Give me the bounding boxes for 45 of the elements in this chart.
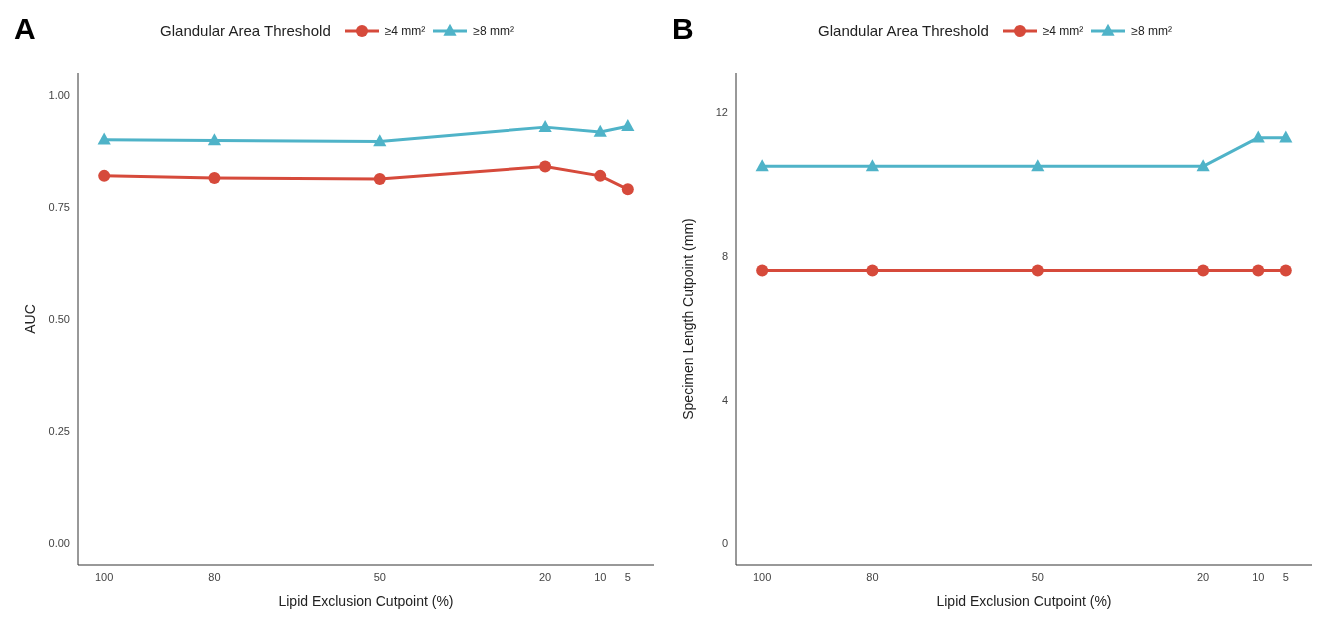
y-tick-label: 0.00	[48, 536, 70, 549]
point	[1031, 264, 1044, 277]
point	[1251, 130, 1265, 143]
y-tick-label: 4	[721, 393, 728, 406]
x-tick-label: 20	[539, 570, 552, 583]
point	[1196, 159, 1210, 172]
legend-title: Glandular Area Threshold	[160, 22, 331, 39]
point	[1279, 264, 1292, 277]
x-tick-label: 50	[1031, 570, 1044, 583]
x-tick-label: 10	[594, 570, 607, 583]
y-tick-label: 0.50	[48, 312, 70, 325]
chart-title: B	[672, 12, 694, 46]
legend-title: Glandular Area Threshold	[818, 22, 989, 39]
y-tick-label: 12	[715, 106, 728, 119]
x-tick-label: 100	[95, 570, 114, 583]
point	[1252, 264, 1265, 277]
y-tick-label: 0.75	[48, 201, 70, 214]
x-tick-label: 100	[753, 570, 772, 583]
y-tick-label: 0	[721, 537, 728, 550]
y-axis-title: AUC	[21, 304, 38, 334]
point	[1197, 264, 1210, 277]
x-tick-label: 5	[624, 570, 631, 583]
chart-title: A	[14, 12, 36, 46]
y-tick-label: 8	[721, 250, 728, 263]
point	[866, 264, 879, 277]
legend-label: ≥8 mm²	[473, 23, 514, 38]
y-tick-label: 0.25	[48, 424, 70, 437]
point	[1279, 130, 1293, 143]
x-tick-label: 80	[208, 570, 221, 583]
x-tick-label: 50	[373, 570, 386, 583]
x-tick-label: 10	[1252, 570, 1265, 583]
x-axis-title: Lipid Exclusion Cutpoint (%)	[278, 593, 454, 609]
legend-label: ≥4 mm²	[384, 23, 426, 38]
y-tick-label: 1.00	[48, 89, 70, 102]
legend-label: ≥4 mm²	[1042, 23, 1084, 38]
x-axis-title: Lipid Exclusion Cutpoint (%)	[936, 593, 1112, 609]
legend-label: ≥8 mm²	[1131, 23, 1172, 38]
point	[1031, 159, 1045, 172]
x-tick-label: 20	[1197, 570, 1210, 583]
point	[755, 159, 769, 172]
point	[865, 159, 880, 172]
y-axis-title: Specimen Length Cutpoint (mm)	[679, 218, 696, 420]
x-tick-label: 80	[866, 570, 879, 583]
x-tick-label: 5	[1282, 570, 1289, 583]
point	[756, 264, 769, 277]
